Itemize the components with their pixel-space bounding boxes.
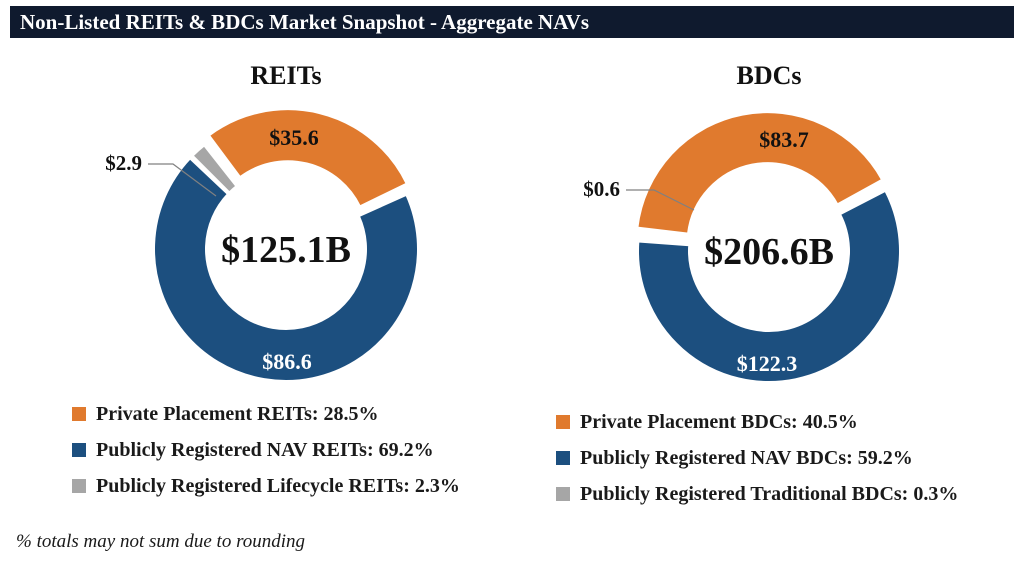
slice-value-label: $0.6 (583, 177, 620, 201)
legend-label: Publicly Registered Lifecycle REITs: 2.3… (96, 474, 460, 497)
legend-label: Publicly Registered Traditional BDCs: 0.… (580, 482, 959, 505)
legend-item: Private Placement REITs: 28.5% (72, 396, 460, 432)
slice-value-label: $35.6 (269, 125, 319, 150)
reits-donut-chart: REITs $125.1B $35.6 $86.6 $2.9 (105, 61, 419, 382)
leader-line (148, 163, 217, 197)
header-bar: Non-Listed REITs & BDCs Market Snapshot … (10, 6, 1014, 38)
donut-slice (153, 156, 419, 382)
chart-title: BDCs (736, 61, 801, 90)
legend-swatch (556, 451, 570, 465)
legend-label: Private Placement REITs: 28.5% (96, 402, 379, 425)
slice-value-label: $2.9 (105, 151, 142, 175)
legend-item: Private Placement BDCs: 40.5% (556, 404, 958, 440)
legend-item: Publicly Registered NAV REITs: 69.2% (72, 432, 460, 468)
legend-label: Publicly Registered NAV BDCs: 59.2% (580, 446, 913, 469)
reits-legend: Private Placement REITs: 28.5% Publicly … (72, 396, 460, 504)
legend-item: Publicly Registered NAV BDCs: 59.2% (556, 440, 958, 476)
legend-label: Private Placement BDCs: 40.5% (580, 410, 858, 433)
center-total-label: $206.6B (704, 231, 834, 273)
donut-slice (207, 108, 409, 208)
slice-value-label: $122.3 (737, 351, 798, 376)
legend-item: Publicly Registered Traditional BDCs: 0.… (556, 476, 958, 512)
donut-slice (191, 144, 238, 194)
leader-line (626, 189, 695, 211)
slice-value-label: $83.7 (759, 127, 809, 152)
donut-slice (636, 111, 884, 235)
legend-label: Publicly Registered NAV REITs: 69.2% (96, 438, 434, 461)
page-title: Non-Listed REITs & BDCs Market Snapshot … (20, 9, 589, 34)
legend-swatch (72, 443, 86, 457)
legend-swatch (72, 407, 86, 421)
legend-item: Publicly Registered Lifecycle REITs: 2.3… (72, 468, 460, 504)
slice-value-label: $86.6 (262, 349, 312, 374)
bdcs-donut-chart: BDCs $206.6B $83.7 $122.3 $0.6 (583, 61, 901, 383)
legend-swatch (556, 487, 570, 501)
donut-slice (637, 189, 901, 383)
legend-swatch (72, 479, 86, 493)
legend-swatch (556, 415, 570, 429)
bdcs-legend: Private Placement BDCs: 40.5% Publicly R… (556, 404, 958, 512)
donut-slice (637, 236, 691, 245)
center-total-label: $125.1B (221, 229, 351, 271)
footnote: % totals may not sum due to rounding (16, 531, 306, 552)
chart-title: REITs (250, 61, 321, 90)
